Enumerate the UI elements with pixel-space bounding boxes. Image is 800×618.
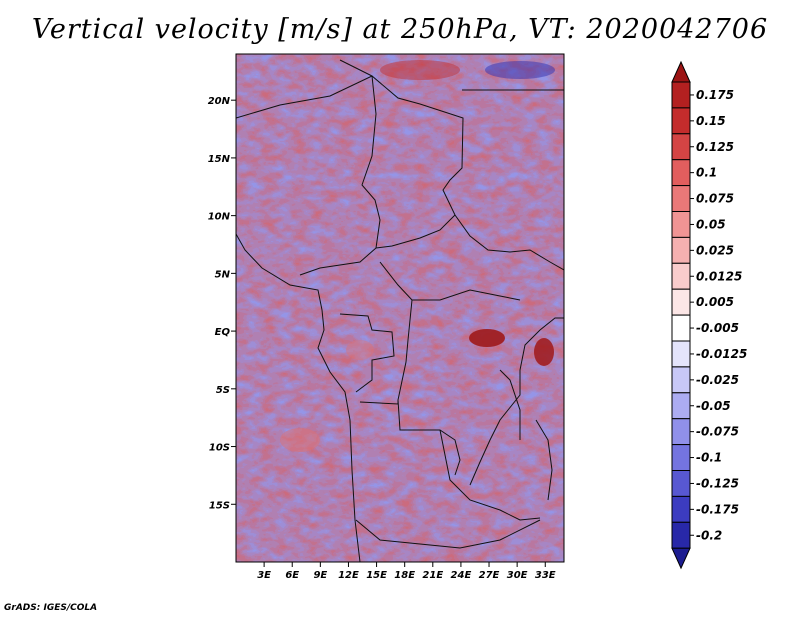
colorbar-swatch xyxy=(671,288,691,316)
strong-ascent-patch xyxy=(469,329,505,347)
velocity-field xyxy=(236,54,564,562)
colorbar: 0.175 0.15 0.125 0.1 0.075 0.05 0.025 0.0125 0.0… xyxy=(671,60,747,570)
lat-tick-label: 15S xyxy=(209,500,230,511)
colorbar-swatch xyxy=(671,470,691,497)
lon-tick-label: 30E xyxy=(507,570,528,581)
colorbar-label: 0.125 xyxy=(696,140,734,154)
lat-tick-label: 5S xyxy=(216,385,230,396)
colorbar-swatch xyxy=(671,133,691,161)
colorbar-bottom-cap xyxy=(671,547,691,570)
lon-tick-label: 18E xyxy=(394,570,415,581)
colorbar-label: 0.15 xyxy=(696,114,726,128)
colorbar-label: -0.075 xyxy=(696,425,739,439)
lon-tick-label: 12E xyxy=(338,570,359,581)
colorbar-swatch xyxy=(671,236,691,264)
credit-text: GrADS: IGES/COLA xyxy=(4,603,98,613)
colorbar-top-cap xyxy=(671,60,691,83)
colorbar-label: 0.025 xyxy=(696,243,734,257)
colorbar-swatch xyxy=(671,366,691,394)
lon-tick-label: 9E xyxy=(313,570,327,581)
latitude-axis: 20N 15N 10N 5N EQ 5S 10S 15S xyxy=(208,96,236,511)
colorbar-label: 0.0125 xyxy=(696,269,742,283)
lat-tick-label: 20N xyxy=(208,96,231,107)
lon-tick-label: 15E xyxy=(366,570,387,581)
colorbar-label: -0.0125 xyxy=(696,347,747,361)
colorbar-swatch xyxy=(671,418,691,446)
coastlines-borders xyxy=(236,59,564,562)
colorbar-swatch xyxy=(671,81,691,109)
strong-ascent-patch xyxy=(534,338,554,366)
colorbar-swatch xyxy=(671,211,691,238)
colorbar-label: 0.05 xyxy=(696,217,726,231)
colorbar-label: -0.05 xyxy=(696,399,731,413)
lat-tick-label: 10N xyxy=(208,212,231,223)
longitude-axis: 3E 6E 9E 12E 15E 18E 21E 24E 27E 30E 33E xyxy=(257,562,556,581)
colorbar-swatch xyxy=(671,521,691,549)
lon-tick-label: 3E xyxy=(257,570,271,581)
colorbar-swatch xyxy=(671,495,691,523)
lon-tick-label: 27E xyxy=(479,570,500,581)
lon-tick-label: 6E xyxy=(285,570,299,581)
lat-tick-label: EQ xyxy=(215,327,231,338)
colorbar-swatch xyxy=(671,107,691,135)
lat-tick-label: 15N xyxy=(208,154,231,165)
colorbar-swatch xyxy=(671,392,691,420)
colorbar-label: 0.075 xyxy=(696,192,734,206)
colorbar-swatch xyxy=(671,314,691,342)
lat-tick-label: 10S xyxy=(209,443,230,454)
colorbar-label: -0.1 xyxy=(696,451,722,465)
colorbar-label: -0.175 xyxy=(696,502,739,516)
lat-tick-label: 5N xyxy=(215,269,231,280)
colorbar-label: -0.2 xyxy=(696,528,722,542)
map-frame xyxy=(235,53,565,563)
colorbar-swatch xyxy=(671,262,691,290)
colorbar-label: 0.175 xyxy=(696,88,734,102)
lon-tick-label: 21E xyxy=(422,570,443,581)
lon-tick-label: 33E xyxy=(535,570,556,581)
colorbar-label: -0.025 xyxy=(696,373,739,387)
lon-tick-label: 24E xyxy=(451,570,472,581)
colorbar-swatch xyxy=(671,159,691,187)
colorbar-swatch xyxy=(671,185,691,213)
colorbar-label: -0.005 xyxy=(696,321,739,335)
colorbar-swatch xyxy=(671,444,691,472)
colorbar-label: 0.005 xyxy=(696,295,734,309)
colorbar-label: 0.1 xyxy=(696,166,717,180)
chart-title: Vertical velocity [m/s] at 250hPa, VT: 2… xyxy=(31,14,769,45)
colorbar-label: -0.125 xyxy=(696,476,739,490)
colorbar-swatch xyxy=(671,340,691,368)
